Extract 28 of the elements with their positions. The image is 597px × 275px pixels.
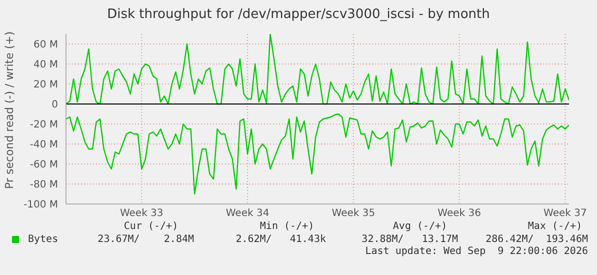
y-tick-label: -100 M — [23, 200, 58, 211]
text: 23.67M/ 2.84M — [96, 234, 194, 245]
x-tick-label: Week 34 — [226, 208, 270, 220]
text: 32.88M/ 13.17M — [360, 234, 458, 245]
text: 286.42M/ 193.46M — [484, 234, 588, 245]
text: 2.62M/ 41.43k — [234, 234, 326, 245]
legend-label: Bytes — [28, 234, 58, 245]
line-series — [66, 34, 569, 105]
text: Avg (-/+) — [392, 221, 448, 232]
text: Min (-/+) — [258, 221, 316, 232]
y-tick-label: 60 M — [33, 40, 58, 51]
x-tick-label: Week 33 — [120, 208, 164, 220]
y-tick-label: -60 M — [30, 160, 58, 171]
y-tick-label: -80 M — [30, 180, 58, 191]
y-tick-label: -20 M — [30, 120, 58, 131]
text: Last update: Wed Sep 9 22:00:06 2026 — [364, 246, 588, 257]
x-tick-label: Week 35 — [332, 208, 376, 220]
y-tick-label: 40 M — [33, 60, 58, 71]
text: Cur (-/+) — [122, 221, 180, 232]
y-tick-label: 0 — [52, 100, 58, 111]
y-axis-title: Pr second read (-) / write (+) — [2, 31, 16, 189]
x-tick-label: Week 37 — [544, 208, 587, 220]
line-series — [66, 113, 569, 195]
y-tick-label: -40 M — [30, 140, 58, 151]
x-tick-label: Week 36 — [438, 208, 481, 220]
y-tick-label: 20 M — [33, 80, 58, 91]
text: Max (-/+) — [526, 221, 584, 232]
chart-title: Disk throughput for /dev/mapper/scv3000_iscsi - by month — [106, 7, 491, 22]
